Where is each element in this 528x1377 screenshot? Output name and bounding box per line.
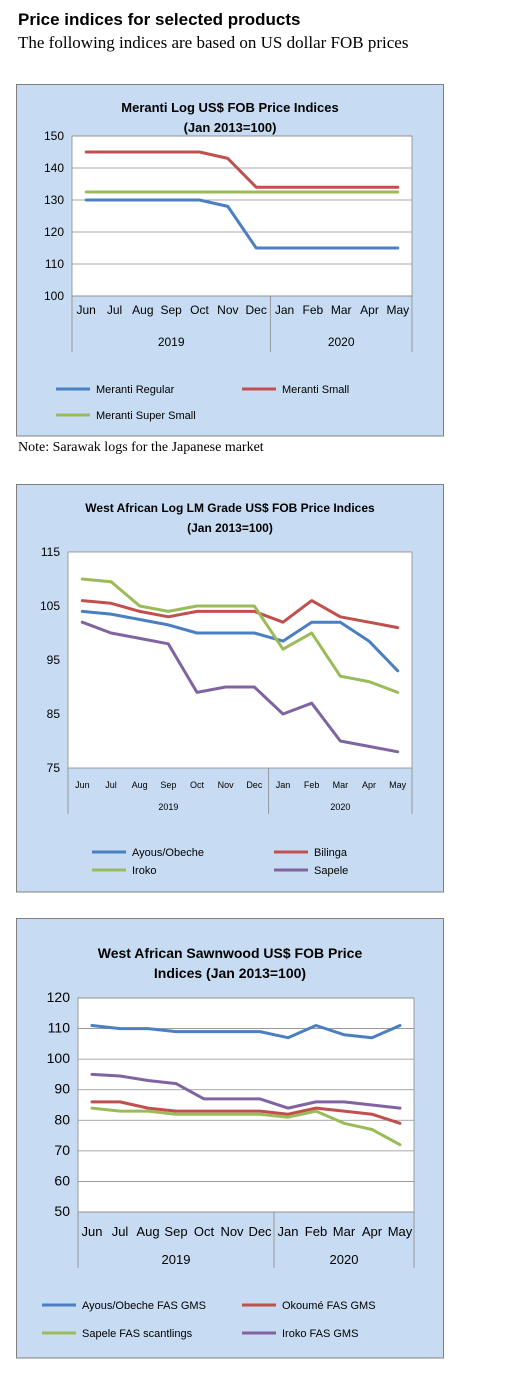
x-tick-label: Feb bbox=[304, 780, 320, 790]
x-tick-label: Sep bbox=[160, 780, 176, 790]
x-tick-label: Sep bbox=[164, 1224, 187, 1239]
x-tick-label: Dec bbox=[248, 1224, 272, 1239]
x-tick-label: Jun bbox=[75, 780, 90, 790]
x-tick-label: Mar bbox=[333, 780, 349, 790]
x-tick-label: Mar bbox=[331, 303, 352, 317]
x-tick-label: Aug bbox=[132, 780, 148, 790]
y-tick-label: 85 bbox=[47, 707, 61, 721]
x-tick-label: Oct bbox=[190, 303, 209, 317]
series-line-ayous-obeche bbox=[80, 609, 400, 673]
legend-label: Sapele FAS scantlings bbox=[82, 1328, 193, 1340]
series-line-iroko bbox=[80, 577, 400, 694]
x-tick-label: Nov bbox=[217, 303, 238, 317]
x-tick-label: Jan bbox=[275, 303, 294, 317]
x-tick-label: Apr bbox=[362, 1224, 383, 1239]
y-tick-label: 105 bbox=[40, 599, 60, 613]
chart-title: Meranti Log US$ FOB Price Indices bbox=[121, 100, 338, 115]
y-tick-label: 70 bbox=[54, 1142, 70, 1158]
y-tick-label: 100 bbox=[44, 289, 64, 303]
y-tick-label: 130 bbox=[44, 193, 64, 207]
legend-label: Iroko FAS GMS bbox=[282, 1328, 358, 1340]
x-tick-label: Jul bbox=[107, 303, 122, 317]
x-tick-label: Jun bbox=[82, 1224, 103, 1239]
x-tick-label: Nov bbox=[220, 1224, 244, 1239]
chart-subtitle: (Jan 2013=100) bbox=[184, 120, 277, 135]
y-tick-label: 50 bbox=[54, 1203, 70, 1219]
page-heading: Price indices for selected products bbox=[18, 10, 301, 29]
y-tick-label: 120 bbox=[44, 225, 64, 239]
y-tick-label: 110 bbox=[48, 1020, 71, 1036]
series-line-meranti-small bbox=[84, 150, 400, 189]
x-tick-label: Mar bbox=[333, 1224, 356, 1239]
x-tick-label: Jun bbox=[76, 303, 95, 317]
x-tick-label: Oct bbox=[190, 780, 205, 790]
x-group-label: 2019 bbox=[162, 1252, 191, 1267]
x-tick-label: Nov bbox=[218, 780, 235, 790]
x-tick-label: Dec bbox=[246, 780, 263, 790]
legend-label: Okoumé FAS GMS bbox=[282, 1300, 376, 1312]
legend-label: Meranti Small bbox=[282, 384, 349, 396]
west-african-sawnwood-chart: West African Sawnwood US$ FOB Price Indic… bbox=[16, 918, 444, 1359]
x-tick-label: Jan bbox=[278, 1224, 299, 1239]
x-tick-label: Apr bbox=[360, 303, 379, 317]
chart-subtitle: (Jan 2013=100) bbox=[187, 521, 273, 535]
y-tick-label: 115 bbox=[41, 545, 60, 559]
y-tick-label: 60 bbox=[54, 1172, 70, 1188]
x-tick-label: Sep bbox=[160, 303, 182, 317]
x-tick-label: May bbox=[389, 780, 407, 790]
x-tick-label: May bbox=[388, 1224, 413, 1239]
series-line-meranti-regular bbox=[84, 198, 400, 250]
x-tick-label: Apr bbox=[362, 780, 376, 790]
x-tick-label: Aug bbox=[136, 1224, 159, 1239]
y-tick-label: 95 bbox=[47, 653, 61, 667]
x-tick-label: Jan bbox=[276, 780, 291, 790]
series-line-sapele-fas-scantlings bbox=[90, 1106, 402, 1147]
chart-title: West African Sawnwood US$ FOB Price bbox=[98, 945, 363, 961]
x-group-label: 2019 bbox=[158, 802, 178, 812]
x-tick-label: Aug bbox=[132, 303, 153, 317]
series-line-ayous-obeche-fas-gms bbox=[90, 1024, 402, 1040]
x-group-label: 2020 bbox=[328, 335, 355, 349]
x-group-label: 2020 bbox=[330, 1252, 359, 1267]
y-tick-label: 90 bbox=[54, 1081, 70, 1097]
legend-label: Ayous/Obeche FAS GMS bbox=[82, 1300, 206, 1312]
y-tick-label: 110 bbox=[45, 257, 64, 271]
series-line-iroko-fas-gms bbox=[90, 1072, 402, 1110]
y-tick-label: 80 bbox=[54, 1111, 70, 1127]
meranti-chart: Meranti Log US$ FOB Price Indices (Jan 20… bbox=[16, 84, 444, 437]
series-line-sapele bbox=[80, 620, 400, 754]
y-tick-label: 100 bbox=[47, 1050, 71, 1066]
west-african-log-chart: West African Log LM Grade US$ FOB Price … bbox=[16, 484, 444, 893]
x-tick-label: Feb bbox=[305, 1224, 327, 1239]
x-group-label: 2019 bbox=[158, 335, 185, 349]
legend-label: Ayous/Obeche bbox=[132, 847, 204, 859]
y-tick-label: 140 bbox=[44, 161, 64, 175]
x-tick-label: Feb bbox=[302, 303, 323, 317]
legend-label: Bilinga bbox=[314, 847, 348, 859]
legend-label: Iroko bbox=[132, 865, 156, 877]
chart-subtitle: Indices (Jan 2013=100) bbox=[154, 965, 306, 981]
legend-label: Meranti Regular bbox=[96, 384, 175, 396]
legend-label: Sapele bbox=[314, 865, 348, 877]
legend-label: Meranti Super Small bbox=[96, 410, 196, 422]
y-tick-label: 75 bbox=[47, 761, 61, 775]
chart-note: Note: Sarawak logs for the Japanese mark… bbox=[18, 440, 264, 455]
series-line-bilinga bbox=[80, 599, 400, 630]
x-tick-label: Jul bbox=[112, 1224, 129, 1239]
plot-area bbox=[67, 551, 413, 769]
x-tick-label: Dec bbox=[245, 303, 266, 317]
x-tick-label: Oct bbox=[194, 1224, 215, 1239]
plot-area bbox=[71, 135, 413, 297]
series-line-okoum-fas-gms bbox=[90, 1100, 402, 1125]
chart-title: West African Log LM Grade US$ FOB Price … bbox=[85, 501, 375, 515]
y-tick-label: 150 bbox=[44, 129, 64, 143]
x-group-label: 2020 bbox=[330, 802, 350, 812]
x-tick-label: Jul bbox=[105, 780, 117, 790]
page-subheading: The following indices are based on US do… bbox=[18, 33, 409, 52]
x-tick-label: May bbox=[386, 303, 409, 317]
y-tick-label: 120 bbox=[47, 989, 71, 1005]
